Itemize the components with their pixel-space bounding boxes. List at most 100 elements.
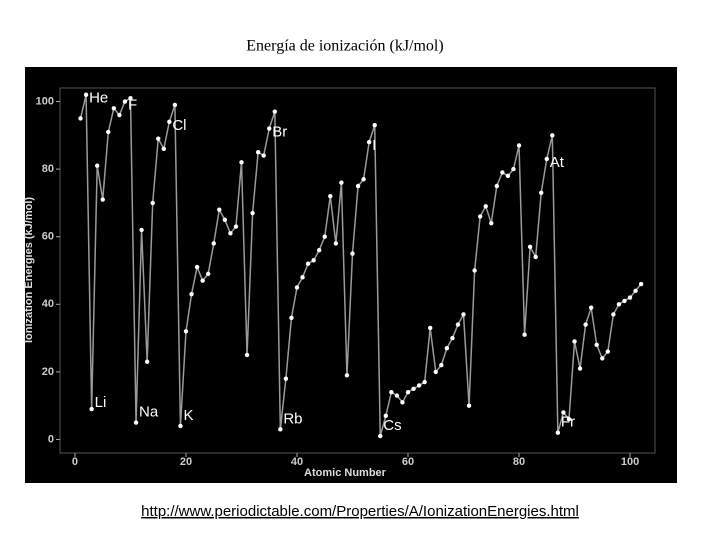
data-point: [378, 433, 383, 439]
data-point: [405, 389, 411, 395]
data-point: [261, 153, 266, 158]
data-point: [439, 362, 444, 368]
x-tick-label: 80: [513, 456, 525, 468]
data-point: [450, 335, 455, 341]
element-label: Na: [139, 404, 159, 421]
data-point: [616, 302, 622, 307]
data-point: [283, 376, 289, 381]
data-point: [594, 342, 599, 348]
data-point: [89, 406, 94, 412]
data-point: [555, 430, 561, 435]
data-point: [511, 166, 516, 172]
data-point: [200, 278, 205, 283]
data-point: [156, 136, 161, 141]
data-point: [161, 146, 166, 152]
data-point: [150, 200, 155, 206]
plot-frame: [59, 87, 656, 454]
data-point: [233, 224, 239, 229]
data-point: [128, 95, 133, 101]
x-tick-label: 100: [621, 456, 639, 468]
data-point: [366, 139, 372, 145]
data-point: [627, 295, 633, 300]
data-point: [350, 251, 355, 256]
x-tick-label: 20: [180, 456, 192, 468]
data-point: [422, 379, 427, 385]
data-point: [122, 99, 128, 104]
data-point: [250, 210, 255, 216]
element-label: Rb: [283, 410, 302, 427]
data-point: [416, 383, 422, 388]
data-point: [433, 369, 438, 375]
data-point: [505, 173, 511, 179]
data-point: [244, 352, 250, 358]
data-point: [205, 271, 211, 277]
data-point: [78, 116, 83, 121]
data-point: [389, 389, 394, 395]
data-point: [394, 393, 400, 398]
data-point: [383, 413, 389, 419]
data-point: [533, 254, 538, 260]
element-label: Cs: [383, 417, 401, 434]
data-point: [139, 227, 144, 233]
data-point: [550, 133, 555, 138]
data-point: [305, 261, 311, 266]
data-point: [117, 112, 122, 118]
data-point: [527, 244, 533, 250]
data-point: [317, 248, 322, 253]
data-point: [133, 420, 139, 425]
data-point: [400, 400, 405, 405]
data-point: [328, 193, 333, 199]
data-point: [633, 288, 638, 293]
data-point: [577, 366, 583, 371]
y-tick-label: 20: [42, 366, 54, 378]
data-point: [228, 231, 233, 236]
data-point: [178, 423, 183, 429]
y-axis-label: Ionization Energies (kJ/mol): [23, 197, 35, 343]
element-label: K: [183, 407, 193, 424]
y-tick-label: 40: [42, 298, 54, 310]
x-tick-label: 60: [402, 456, 414, 468]
data-point: [411, 386, 416, 391]
series-line: [79, 94, 642, 437]
data-point: [483, 204, 488, 209]
data-point: [466, 403, 472, 408]
data-point: [588, 305, 594, 310]
element-label: I: [372, 137, 376, 154]
data-point: [455, 322, 461, 327]
data-point: [561, 410, 566, 415]
data-point: [516, 143, 522, 148]
data-point: [444, 346, 450, 351]
data-point: [566, 417, 572, 422]
data-point: [428, 325, 433, 331]
data-point: [494, 183, 500, 189]
data-point: [477, 214, 483, 219]
data-point: [222, 217, 228, 223]
data-point: [239, 160, 244, 165]
data-point: [183, 329, 189, 334]
y-tick-label: 80: [42, 163, 54, 175]
data-point: [638, 281, 644, 287]
data-point: [167, 119, 172, 124]
data-point: [144, 359, 150, 364]
data-point: [339, 180, 344, 185]
data-point: [211, 241, 216, 246]
data-point: [100, 197, 105, 202]
data-point: [94, 163, 100, 168]
source-link[interactable]: http://www.periodictable.com/Properties/…: [141, 503, 579, 520]
data-point: [572, 339, 577, 344]
data-point: [83, 92, 89, 97]
data-point: [361, 177, 366, 182]
data-point: [172, 102, 178, 108]
y-tick-label: 100: [36, 95, 54, 107]
data-point: [272, 109, 277, 114]
x-tick-label: 0: [72, 456, 78, 468]
data-point: [539, 190, 544, 195]
data-point: [289, 315, 294, 321]
element-label: F: [128, 96, 137, 113]
x-tick-label: 40: [291, 456, 303, 468]
data-point: [355, 183, 361, 189]
element-label: Cl: [172, 117, 186, 134]
data-point: [311, 258, 316, 263]
